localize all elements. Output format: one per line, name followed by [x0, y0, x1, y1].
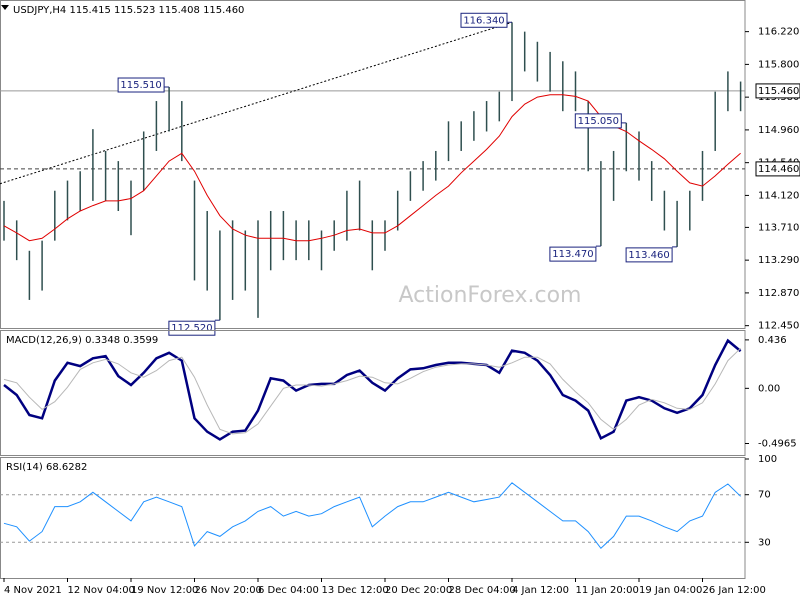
annotation-box [460, 12, 508, 28]
x-tick-label: 12 Nov 04:00 [68, 585, 135, 596]
x-tick-label: 11 Jan 20:00 [576, 585, 639, 596]
y-tick-label: 0.00 [758, 383, 780, 394]
annotation-box [117, 77, 165, 93]
x-tick-label: 26 Nov 20:00 [195, 585, 262, 596]
annotation-box [625, 247, 673, 263]
y-tick-label: 114.960 [758, 125, 799, 136]
level-label-box [755, 83, 800, 99]
x-tick-label: 13 Dec 12:00 [322, 585, 389, 596]
indicator-line [3, 482, 741, 550]
pane-title: USDJPY,H4 115.415 115.523 115.408 115.46… [13, 5, 244, 16]
x-tick-label: 19 Jan 04:00 [639, 585, 702, 596]
x-tick-label: 28 Dec 04:00 [449, 585, 516, 596]
pane-frame [0, 330, 746, 456]
annotation-label: 112.520 [171, 323, 212, 334]
pane-frame [0, 0, 746, 329]
indicator-line [3, 347, 741, 435]
title-arrow [1, 5, 9, 10]
y-tick-label: 115.800 [758, 59, 799, 70]
annotation-label: 116.340 [463, 15, 504, 26]
level-label: 115.460 [758, 86, 799, 97]
y-tick-label: 114.120 [758, 190, 799, 201]
y-tick-label: 113.710 [758, 222, 799, 233]
y-tick-label: 70 [758, 490, 771, 501]
indicator-line [3, 338, 742, 441]
pane-title: MACD(12,26,9) 0.3348 0.3599 [6, 335, 158, 346]
pane-title: RSI(14) 68.6282 [6, 462, 87, 473]
x-tick-label: 26 Jan 12:00 [703, 585, 766, 596]
annotation-label: 113.470 [552, 249, 593, 260]
watermark: ActionForex.com [399, 283, 582, 308]
annotation-label: 115.050 [578, 116, 619, 127]
y-tick-label: 112.870 [758, 288, 799, 299]
level-label-box [755, 161, 800, 177]
y-tick-label: 112.450 [758, 321, 799, 332]
annotation-box [168, 320, 216, 336]
x-tick-label: 20 Dec 20:00 [385, 585, 452, 596]
y-tick-label: 0.436 [758, 335, 787, 346]
trendline [0, 21, 513, 185]
level-label: 114.460 [758, 164, 799, 175]
y-tick-label: -0.4965 [758, 439, 797, 450]
y-tick-label: 30 [758, 537, 771, 548]
x-tick-label: 19 Nov 12:00 [131, 585, 198, 596]
annotation-box [574, 113, 622, 129]
y-tick-label: 113.290 [758, 255, 799, 266]
y-tick-label: 116.220 [758, 27, 799, 38]
annotation-label: 115.510 [120, 80, 161, 91]
pane-frame [0, 457, 746, 579]
annotation-box [549, 246, 597, 262]
y-tick-label: 100 [758, 454, 777, 465]
x-tick-label: 4 Jan 12:00 [512, 585, 569, 596]
x-tick-label: 4 Nov 2021 [4, 585, 62, 596]
x-tick-label: 6 Dec 04:00 [258, 585, 319, 596]
annotation-label: 113.460 [628, 250, 669, 261]
